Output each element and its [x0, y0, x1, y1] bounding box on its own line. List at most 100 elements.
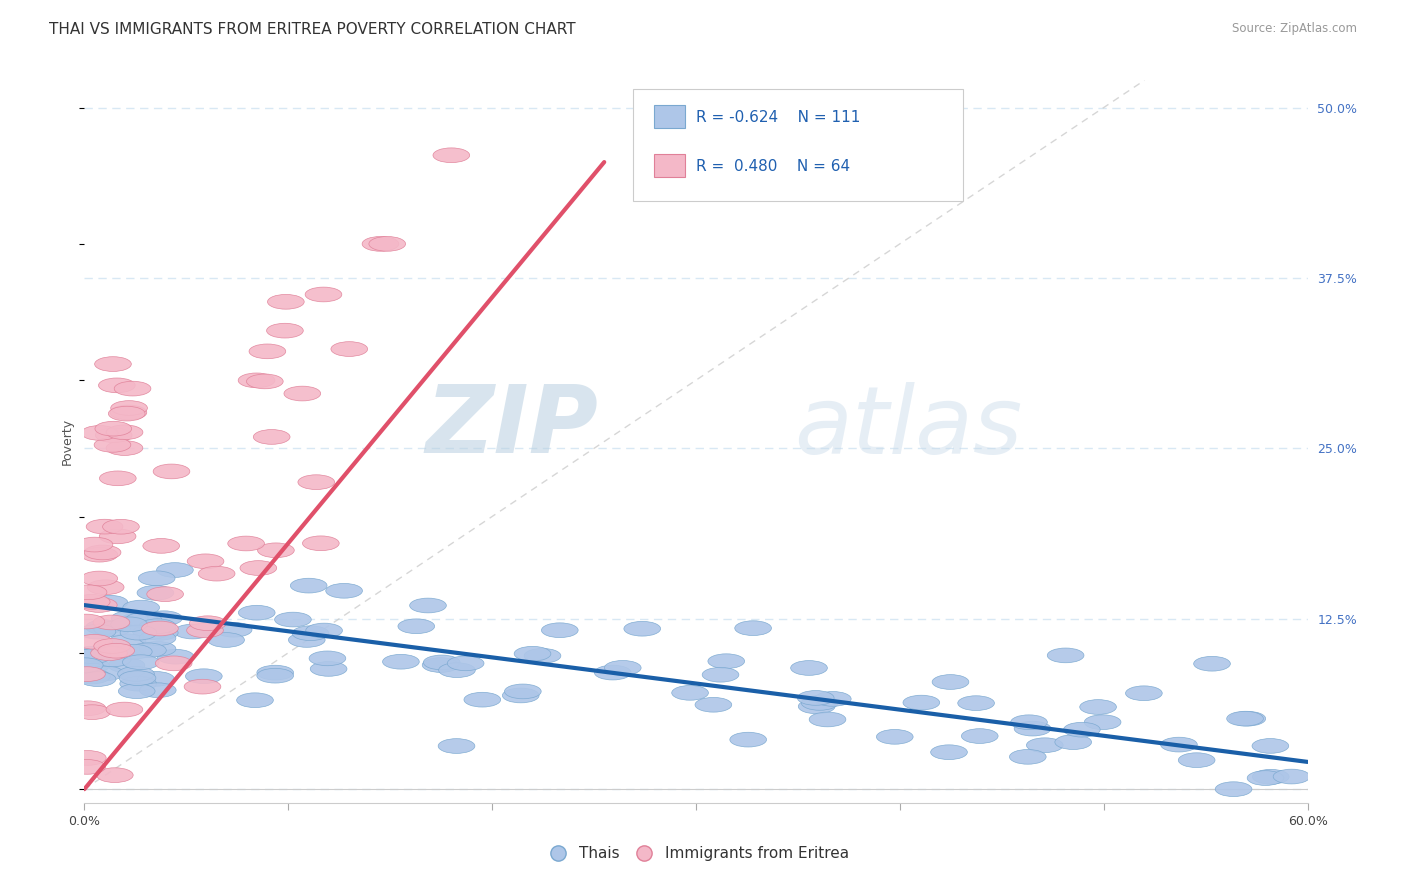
Ellipse shape [1026, 738, 1063, 753]
Ellipse shape [111, 617, 148, 632]
Ellipse shape [110, 634, 146, 648]
Text: atlas: atlas [794, 382, 1022, 473]
Legend: Thais, Immigrants from Eritrea: Thais, Immigrants from Eritrea [536, 840, 856, 867]
Ellipse shape [94, 357, 131, 371]
Ellipse shape [515, 647, 551, 661]
Ellipse shape [93, 615, 129, 630]
Ellipse shape [66, 657, 103, 673]
Ellipse shape [87, 666, 124, 681]
Ellipse shape [114, 381, 150, 396]
Ellipse shape [363, 236, 399, 252]
Ellipse shape [84, 545, 121, 560]
Ellipse shape [957, 696, 994, 711]
Ellipse shape [801, 696, 838, 710]
Ellipse shape [595, 665, 631, 680]
Ellipse shape [66, 649, 104, 664]
Ellipse shape [240, 561, 277, 575]
Ellipse shape [187, 554, 224, 569]
Ellipse shape [103, 519, 139, 534]
Ellipse shape [249, 344, 285, 359]
Ellipse shape [464, 692, 501, 707]
Ellipse shape [73, 669, 110, 684]
Ellipse shape [330, 342, 367, 357]
Ellipse shape [138, 571, 176, 586]
Ellipse shape [253, 430, 290, 444]
Ellipse shape [143, 539, 180, 553]
Ellipse shape [73, 658, 110, 673]
Ellipse shape [86, 620, 122, 634]
Ellipse shape [1080, 699, 1116, 714]
Text: R = -0.624    N = 111: R = -0.624 N = 111 [696, 110, 860, 125]
Ellipse shape [1253, 770, 1289, 784]
Ellipse shape [100, 529, 136, 544]
Ellipse shape [105, 441, 143, 456]
Ellipse shape [505, 684, 541, 698]
Ellipse shape [239, 606, 276, 620]
Ellipse shape [132, 624, 169, 640]
Ellipse shape [702, 667, 740, 682]
Ellipse shape [1178, 753, 1215, 767]
Ellipse shape [79, 624, 115, 639]
Ellipse shape [86, 519, 122, 534]
Ellipse shape [502, 688, 538, 703]
Ellipse shape [305, 624, 343, 638]
Ellipse shape [82, 425, 118, 441]
Ellipse shape [409, 599, 446, 613]
Ellipse shape [82, 548, 118, 562]
Ellipse shape [107, 425, 143, 440]
Ellipse shape [75, 648, 111, 664]
Ellipse shape [184, 680, 221, 694]
Ellipse shape [96, 428, 132, 442]
Text: Source: ZipAtlas.com: Source: ZipAtlas.com [1232, 22, 1357, 36]
Ellipse shape [156, 563, 193, 577]
Ellipse shape [208, 632, 245, 648]
Ellipse shape [138, 672, 174, 686]
Ellipse shape [121, 613, 157, 627]
Ellipse shape [1047, 648, 1084, 663]
Ellipse shape [368, 236, 405, 252]
Ellipse shape [1251, 739, 1289, 753]
Ellipse shape [111, 401, 148, 416]
Ellipse shape [267, 323, 304, 338]
Ellipse shape [94, 639, 131, 654]
Ellipse shape [139, 631, 176, 646]
Ellipse shape [305, 287, 342, 301]
Ellipse shape [94, 437, 131, 452]
Ellipse shape [962, 729, 998, 743]
Ellipse shape [73, 705, 111, 720]
Ellipse shape [91, 595, 128, 610]
Ellipse shape [110, 405, 146, 420]
Ellipse shape [76, 537, 112, 552]
Ellipse shape [186, 669, 222, 683]
Text: THAI VS IMMIGRANTS FROM ERITREA POVERTY CORRELATION CHART: THAI VS IMMIGRANTS FROM ERITREA POVERTY … [49, 22, 576, 37]
Ellipse shape [238, 373, 276, 388]
Ellipse shape [439, 739, 475, 754]
Ellipse shape [108, 658, 145, 673]
Ellipse shape [236, 693, 273, 707]
Ellipse shape [120, 625, 157, 640]
Ellipse shape [735, 621, 772, 635]
Ellipse shape [1194, 657, 1230, 671]
Ellipse shape [139, 683, 176, 698]
Ellipse shape [931, 745, 967, 760]
Ellipse shape [398, 619, 434, 633]
Ellipse shape [246, 374, 283, 389]
Ellipse shape [1274, 769, 1310, 784]
Ellipse shape [70, 585, 107, 599]
Ellipse shape [139, 619, 176, 633]
Ellipse shape [73, 647, 110, 661]
Ellipse shape [94, 622, 131, 636]
Ellipse shape [79, 672, 115, 687]
Ellipse shape [876, 730, 912, 744]
Ellipse shape [382, 655, 419, 669]
Ellipse shape [120, 676, 156, 691]
Ellipse shape [799, 699, 835, 714]
Ellipse shape [1247, 771, 1284, 785]
Ellipse shape [257, 668, 294, 683]
Ellipse shape [439, 663, 475, 678]
Ellipse shape [67, 615, 104, 629]
Ellipse shape [142, 625, 179, 640]
Y-axis label: Poverty: Poverty [60, 418, 75, 465]
Ellipse shape [1215, 781, 1251, 797]
Ellipse shape [790, 661, 827, 675]
